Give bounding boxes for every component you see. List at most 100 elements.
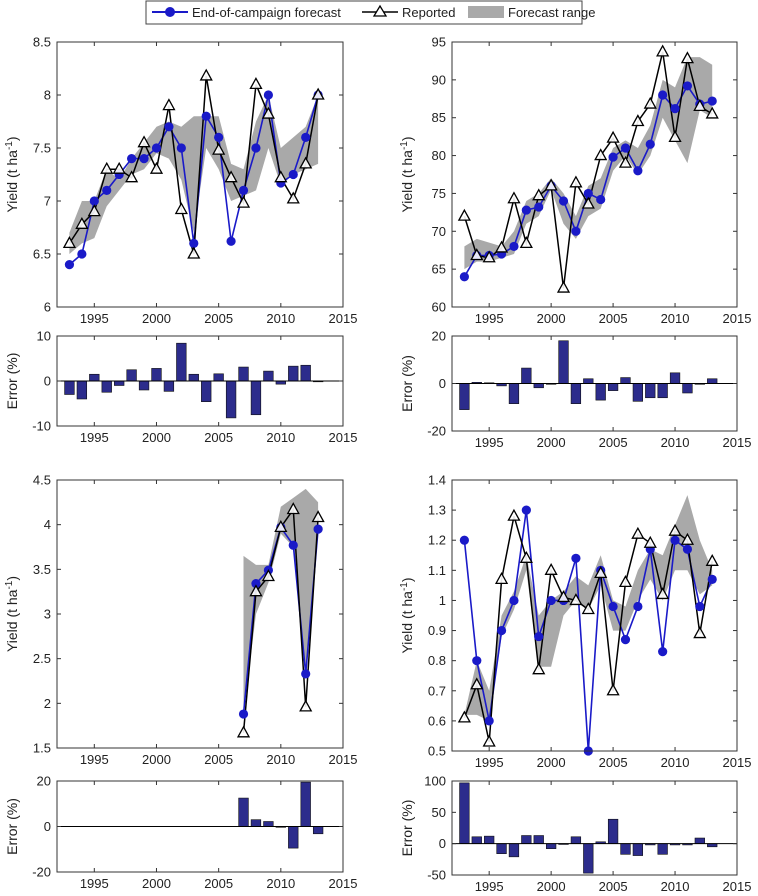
legend: End-of-campaign forecast Reported Foreca… [145,0,595,25]
reported-point [212,142,226,155]
legend-reported-label: Reported [402,5,455,20]
y-tick-label: 65 [432,262,446,277]
forecast-point [263,90,273,100]
forecast-point [201,111,211,121]
y-tick-label: 7 [44,194,51,209]
x-tick-label: 1995 [475,311,504,326]
reported-point [618,575,633,588]
forecast-point [596,194,606,205]
reported-point [656,587,670,600]
reported-point [236,195,251,208]
error-bar [533,835,544,844]
error-bar [250,819,262,827]
forecast-point [176,143,186,153]
panel-top-right: 1995 2000 2005 2010 2015 60 65 70 75 80 85 90 95 Yiel… [399,35,751,327]
reported-point [668,523,682,536]
y-tick-label: 70 [432,224,446,239]
reported-point [532,188,546,201]
error-bar [607,383,619,391]
forecast-point [214,132,224,142]
reported-point [519,550,533,563]
y-tick-label: 4.5 [33,473,51,488]
forecast-point [459,272,469,282]
forecast-point [608,152,618,162]
reported-point [482,250,496,263]
error-bar [471,836,482,844]
reported-point [544,562,558,575]
forecast-point [521,505,531,515]
reported-point [668,130,682,143]
error-bar [508,843,520,858]
forecast-point [546,595,556,606]
reported-point [286,191,300,204]
error-bar [213,373,224,382]
y-tick-label: 0.7 [428,683,446,698]
y-tick-label: 20 [37,774,51,789]
legend-range-swatch [468,6,504,18]
panel-top-left: 1995 2000 2005 2010 2015 6 6.5 7 7.5 8 8.5 Yield (t… [4,35,357,327]
error-bar [707,378,718,384]
error-bar [682,383,693,394]
reported-point [87,204,101,217]
error-bar [300,364,311,382]
error-bar [533,383,544,389]
forecast-point [288,540,298,550]
x-tick-label: 2000 [142,876,171,891]
x-tick-label: 1995 [475,755,504,770]
y-tick-label: 2.5 [33,651,51,666]
reported-point [100,161,114,174]
forecast-point [571,553,581,563]
forecast-point [151,143,162,153]
x-tick-label: 1995 [80,430,109,445]
x-tick-label: 2015 [329,876,358,891]
error-bar [632,843,644,856]
reported-point [569,175,583,188]
error-bar [101,380,112,393]
error-bar [558,340,569,384]
error-bar [238,366,249,382]
y-tick-label: 50 [432,805,446,820]
reported-point [519,236,533,249]
forecast-point [608,601,618,612]
x-tick-label: 2000 [537,311,566,326]
reported-point [556,280,571,293]
panel-bottom-left: 1995 2000 2005 2010 2015 1.5 2 2.5 3 3.5 4 4.5 Yield… [4,473,357,768]
reported-point [705,553,719,566]
forecast-point [459,535,469,545]
forecast-point [226,236,236,246]
x-tick-label: 1995 [475,435,504,450]
forecast-point [164,122,174,132]
error-bar [151,368,162,382]
forecast-point [620,143,631,153]
reported-point [581,196,595,209]
y-axis-label: Yield (t ha-1) [399,136,415,212]
forecast-point [583,188,593,199]
forecast-point [313,524,323,534]
error-bar [138,380,150,391]
forecast-point [707,574,717,584]
reported-point [112,161,126,174]
forecast-point [64,260,75,270]
y-tick-label: 0.6 [428,713,446,728]
y-tick-label: 1.3 [428,503,446,518]
x-tick-label: 2005 [599,755,628,770]
reported-point [581,602,595,615]
error-bar [694,837,705,844]
error-bar [263,370,274,382]
forecast-point [89,196,99,206]
error-bar [263,821,274,827]
y-tick-label: 8.5 [33,35,51,50]
reported-point [62,236,77,249]
y-tick-label: 0 [439,836,446,851]
y-tick-label: 1.1 [428,563,446,578]
reported-point [631,526,645,539]
y-tick-label: 80 [432,148,446,163]
forecast-point [301,132,311,142]
y-tick-label: 7.5 [33,141,51,156]
reported-point [494,572,509,585]
error-bar [89,373,100,382]
error-bar [521,367,532,384]
x-tick-label: 2015 [329,430,358,445]
error-bar [496,843,507,854]
